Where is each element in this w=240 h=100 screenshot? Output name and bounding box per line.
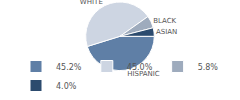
svg-text:ASIAN: ASIAN bbox=[156, 28, 177, 36]
svg-text:WHITE: WHITE bbox=[80, 0, 103, 6]
svg-text:HISPANIC: HISPANIC bbox=[127, 70, 160, 79]
svg-text:5.8%: 5.8% bbox=[198, 63, 219, 72]
svg-text:4.0%: 4.0% bbox=[56, 82, 77, 91]
svg-text:BLACK: BLACK bbox=[153, 17, 176, 25]
svg-text:45.0%: 45.0% bbox=[127, 63, 153, 72]
svg-text:45.2%: 45.2% bbox=[56, 63, 82, 72]
